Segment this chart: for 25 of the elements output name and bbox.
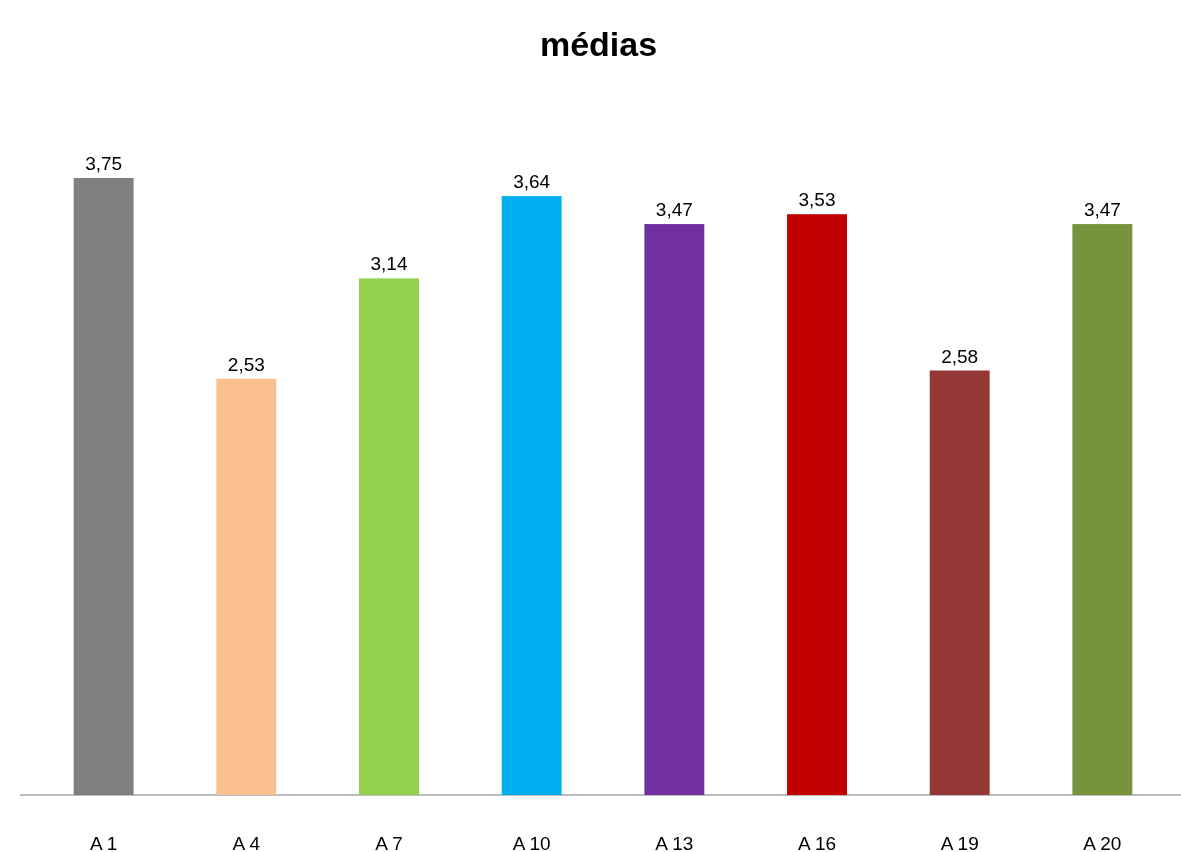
x-tick-label: A 13: [655, 833, 694, 852]
chart-title: médias: [539, 25, 658, 63]
bar: [73, 178, 134, 795]
data-label: 3,14: [370, 253, 408, 275]
data-label: 2,53: [227, 353, 265, 375]
x-tick-label: A 16: [797, 833, 837, 852]
data-label: 3,64: [513, 171, 551, 193]
x-tick-label: A 4: [232, 833, 261, 852]
bar: [1072, 224, 1133, 795]
data-label: 3,75: [85, 153, 123, 174]
bar: [787, 214, 847, 795]
bar: [216, 378, 277, 795]
bar: [929, 370, 990, 795]
data-label: 3,47: [1083, 199, 1121, 221]
bar: [644, 224, 705, 795]
x-tick-label: A 1: [89, 833, 118, 852]
data-label: 3,53: [798, 189, 836, 211]
data-label: 2,58: [941, 345, 979, 367]
bar: [501, 196, 562, 795]
data-label: 3,47: [655, 199, 693, 221]
x-tick-label: A 10: [512, 833, 551, 852]
x-tick-label: A 7: [375, 833, 403, 852]
bar: [359, 278, 419, 795]
x-tick-label: A 20: [1083, 833, 1122, 852]
x-tick-label: A 19: [940, 833, 979, 852]
